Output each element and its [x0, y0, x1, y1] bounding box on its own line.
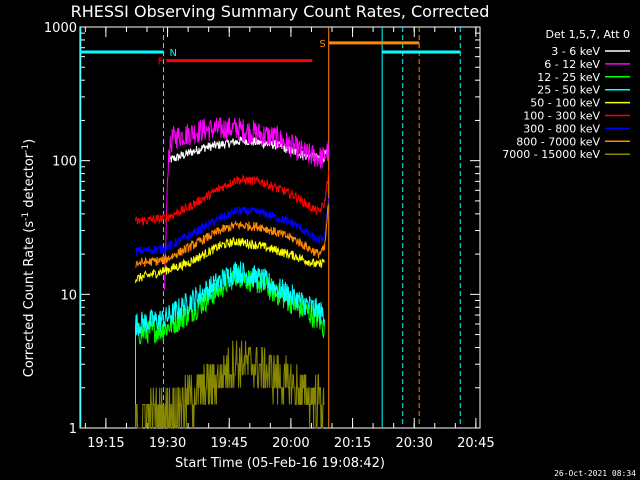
svg-text:Corrected Count Rate (s-1 dete: Corrected Count Rate (s-1 detector-1)	[21, 139, 37, 377]
x-tick-label: 20:30	[395, 436, 432, 451]
legend-label: 7000 - 15000 keV	[502, 148, 600, 161]
legend-label: 50 - 100 keV	[530, 97, 600, 110]
legend-header: Det 1,5,7, Att 0	[546, 28, 630, 41]
legend-label: 3 - 6 keV	[551, 45, 600, 58]
annotations: NF S	[80, 27, 461, 428]
legend-label: 300 - 800 keV	[523, 122, 600, 135]
annotation-label: F	[158, 57, 164, 68]
plot-frame	[79, 26, 481, 429]
y-axis-label: Corrected Count Rate (s-1 detector-1)	[21, 139, 37, 377]
y-tick-label: 100	[52, 155, 77, 170]
legend-label: 100 - 300 keV	[523, 110, 600, 123]
y-label-mid: detector	[22, 152, 37, 212]
x-tick-label: 20:45	[457, 436, 494, 451]
legend-label: 800 - 7000 keV	[516, 135, 600, 148]
x-tick-label: 20:00	[272, 436, 309, 451]
legend-label: 12 - 25 keV	[537, 71, 600, 84]
y-tick-label: 10	[60, 288, 77, 303]
series-group	[135, 117, 330, 429]
series-line	[135, 236, 325, 283]
series-line	[163, 117, 330, 291]
series-line	[135, 198, 329, 256]
x-tick-label: 19:45	[210, 436, 247, 451]
x-axis: 19:15 19:30 19:45 20:00 20:15 20:30 20:45	[84, 27, 495, 451]
plot-border	[79, 26, 481, 429]
x-tick-label: 20:15	[334, 436, 371, 451]
series-line	[135, 340, 325, 429]
legend-label: 6 - 12 keV	[544, 58, 600, 71]
y-label-main: Corrected Count Rate (s	[22, 221, 37, 378]
legend-label: 25 - 50 keV	[537, 84, 600, 97]
series-line	[135, 204, 329, 268]
annotation-label: S	[319, 39, 325, 50]
timestamp: 26-Oct-2021 08:34	[554, 469, 636, 478]
x-axis-label: Start Time (05-Feb-16 19:08:42)	[175, 456, 385, 471]
y-label-end: )	[22, 139, 37, 144]
chart-title: RHESSI Observing Summary Count Rates, Co…	[71, 2, 490, 21]
x-tick-label: 19:30	[149, 436, 186, 451]
series-line	[167, 136, 330, 164]
series-line	[135, 170, 329, 227]
y-label-sup1: -1	[21, 212, 31, 221]
annotation-label: N	[169, 48, 176, 59]
x-tick-label: 19:15	[87, 436, 124, 451]
series-line	[135, 261, 325, 428]
y-tick-label: 1	[69, 422, 77, 437]
y-tick-label: 1000	[44, 21, 77, 36]
y-label-sup2: -1	[21, 144, 31, 153]
